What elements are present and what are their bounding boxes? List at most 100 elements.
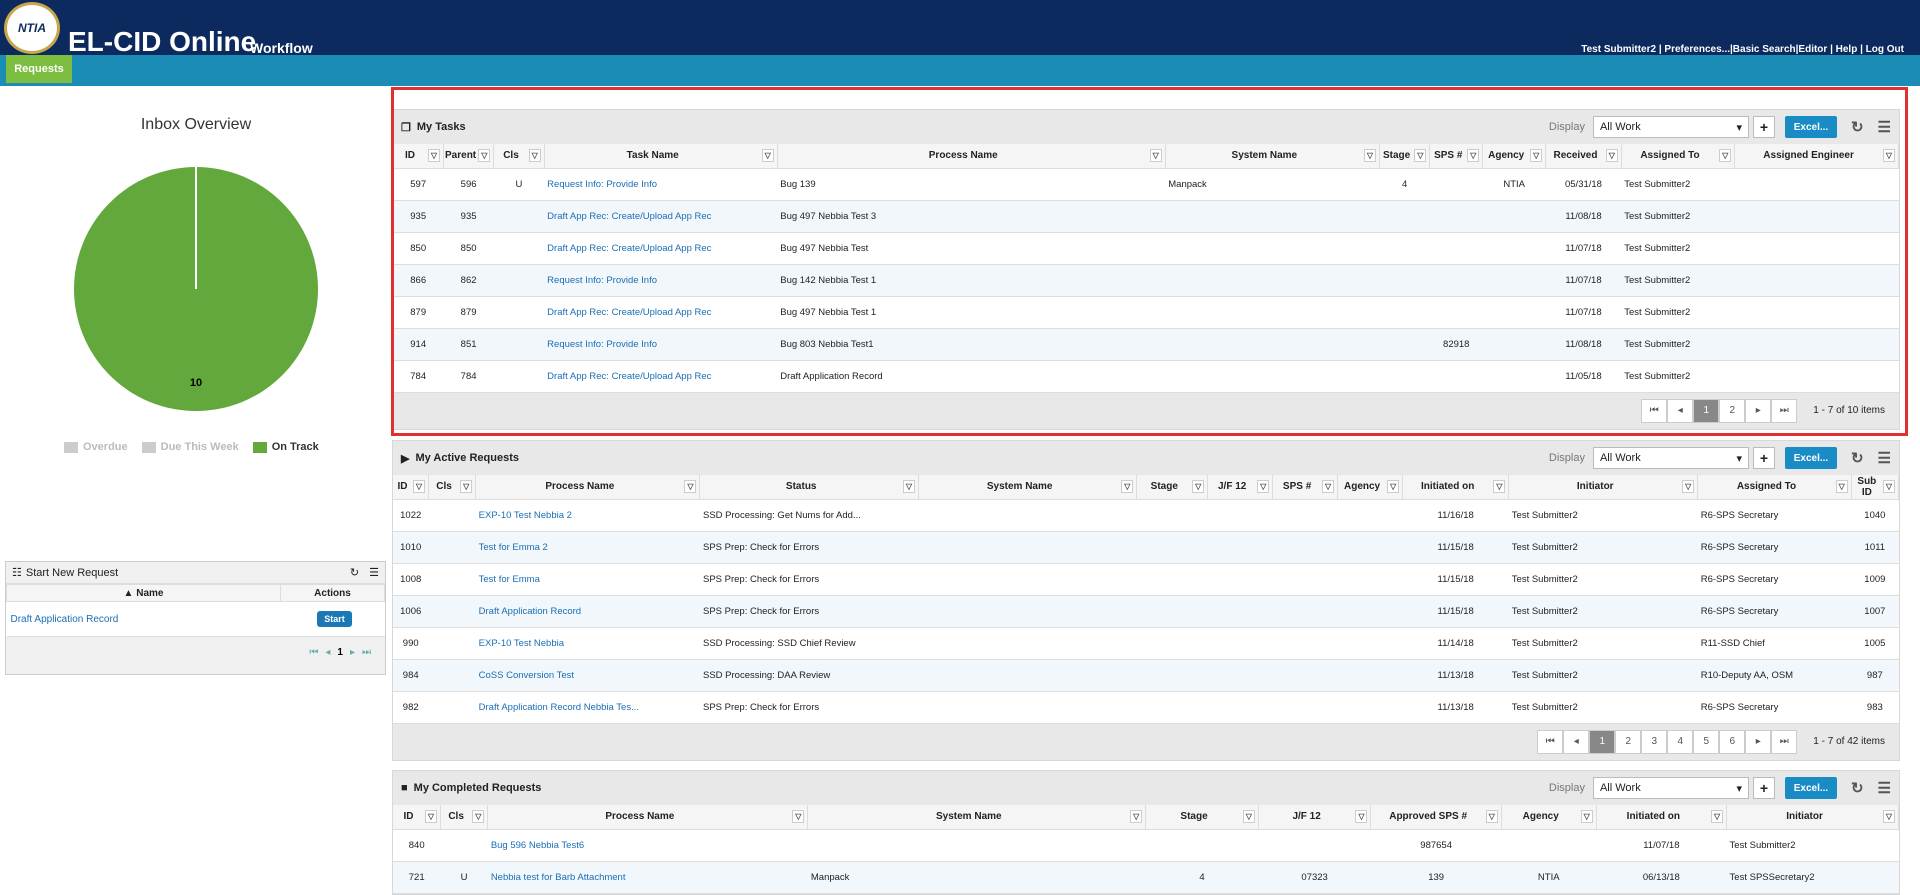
page-button[interactable]: 3 — [1641, 729, 1668, 754]
table-cell[interactable]: CoSS Conversion Test — [475, 659, 700, 692]
refresh-icon[interactable]: ↻ — [349, 567, 360, 579]
col-header[interactable]: Initiated on ▽ — [1596, 805, 1728, 830]
tab-requests[interactable]: Requests — [6, 55, 72, 83]
table-row[interactable]: 914 851 Request Info: Provide Info Bug 803 … — [393, 328, 1899, 361]
table-row[interactable]: 1006 Draft Application Record SPS Prep: Ch… — [393, 595, 1899, 628]
table-row[interactable]: 1008 Test for Emma SPS Prep: Check for Err… — [393, 563, 1899, 596]
table-cell[interactable]: Request Info: Provide Info — [544, 328, 778, 361]
table-row[interactable]: 935 935 Draft App Rec: Create/Upload App R… — [393, 200, 1899, 233]
display-select[interactable]: All Work ▾ — [1592, 447, 1749, 469]
table-cell[interactable]: Draft Application Record — [475, 595, 700, 628]
legend-on-track[interactable]: On Track — [252, 441, 319, 453]
filter-icon[interactable]: ▽ — [761, 149, 774, 162]
col-header[interactable]: Cls ▽ — [440, 805, 489, 830]
table-cell[interactable]: Draft App Rec: Create/Upload App Rec — [544, 232, 778, 265]
filter-icon[interactable]: ▽ — [902, 480, 915, 493]
col-header[interactable]: Cls ▽ — [428, 475, 477, 500]
table-row[interactable]: 984 CoSS Conversion Test SSD Processing: D… — [393, 659, 1899, 692]
refresh-icon[interactable]: ↻ — [1850, 450, 1864, 467]
col-header[interactable]: System Name ▽ — [918, 475, 1138, 500]
filter-icon[interactable]: ▽ — [1467, 149, 1480, 162]
filter-icon[interactable]: ▽ — [1530, 149, 1543, 162]
start-button[interactable]: Start — [317, 611, 352, 627]
table-cell[interactable]: Test for Emma 2 — [475, 531, 700, 564]
filter-icon[interactable]: ▽ — [460, 480, 473, 493]
filter-icon[interactable]: ▽ — [1682, 480, 1695, 493]
col-header[interactable]: Agency ▽ — [1501, 805, 1597, 830]
col-header[interactable]: Approved SPS # ▽ — [1370, 805, 1502, 830]
filter-icon[interactable]: ▽ — [1387, 480, 1400, 493]
table-row[interactable]: 597 596 U Request Info: Provide Info Bug 139… — [393, 168, 1899, 201]
filter-icon[interactable]: ▽ — [1257, 480, 1270, 493]
next-page-icon[interactable]: ▸ — [1745, 729, 1772, 754]
page-button[interactable]: 5 — [1693, 729, 1720, 754]
table-cell[interactable]: Draft App Rec: Create/Upload App Rec — [544, 296, 778, 329]
filter-icon[interactable]: ▽ — [1835, 480, 1848, 493]
table-row[interactable]: 879 879 Draft App Rec: Create/Upload App R… — [393, 296, 1899, 329]
table-row[interactable]: 1010 Test for Emma 2 SPS Prep: Check for E… — [393, 531, 1899, 564]
menu-icon[interactable]: ☰ — [1877, 119, 1891, 136]
last-page-icon[interactable]: ⏭ — [1771, 398, 1798, 423]
col-header[interactable]: Sub ID ▽ — [1851, 475, 1900, 500]
filter-icon[interactable]: ▽ — [1355, 810, 1368, 823]
next-page-icon[interactable]: ▸ — [349, 646, 355, 658]
table-row[interactable]: 1022 EXP-10 Test Nebbia 2 SSD Processing: … — [393, 499, 1899, 532]
col-header[interactable]: System Name ▽ — [1165, 144, 1380, 169]
filter-icon[interactable]: ▽ — [1883, 149, 1895, 162]
refresh-icon[interactable]: ↻ — [1850, 119, 1864, 136]
col-header[interactable]: Stage ▽ — [1136, 475, 1209, 500]
col-header[interactable]: Cls ▽ — [493, 144, 545, 169]
first-page-icon[interactable]: ⏮ — [1537, 729, 1564, 754]
filter-icon[interactable]: ▽ — [424, 810, 437, 823]
display-select[interactable]: All Work ▾ — [1592, 777, 1749, 799]
col-header[interactable]: Initiator ▽ — [1508, 475, 1699, 500]
prev-page-icon[interactable]: ◂ — [1563, 729, 1590, 754]
request-type-link[interactable]: Draft Application Record — [6, 601, 281, 637]
page-button[interactable]: 6 — [1719, 729, 1746, 754]
col-header[interactable]: Received ▽ — [1545, 144, 1622, 169]
first-page-icon[interactable]: ⏮ — [309, 646, 319, 658]
col-header[interactable]: J/F 12 ▽ — [1258, 805, 1372, 830]
table-cell[interactable]: Request Info: Provide Info — [544, 168, 778, 201]
filter-icon[interactable]: ▽ — [684, 480, 697, 493]
filter-icon[interactable]: ▽ — [528, 149, 541, 162]
col-header[interactable]: Initiator ▽ — [1726, 805, 1899, 830]
col-header[interactable]: Stage ▽ — [1379, 144, 1431, 169]
filter-icon[interactable]: ▽ — [1192, 480, 1205, 493]
col-header[interactable]: System Name ▽ — [807, 805, 1147, 830]
filter-icon[interactable]: ▽ — [792, 810, 805, 823]
filter-icon[interactable]: ▽ — [1719, 149, 1732, 162]
table-cell[interactable]: Draft App Rec: Create/Upload App Rec — [544, 200, 778, 233]
col-header[interactable]: ID ▽ — [393, 144, 444, 169]
col-header[interactable]: Assigned To ▽ — [1697, 475, 1852, 500]
filter-icon[interactable]: ▽ — [478, 149, 491, 162]
filter-icon[interactable]: ▽ — [1580, 810, 1593, 823]
col-header[interactable]: Process Name ▽ — [777, 144, 1166, 169]
legend-overdue[interactable]: Overdue — [64, 441, 128, 453]
filter-icon[interactable]: ▽ — [1493, 480, 1506, 493]
filter-icon[interactable]: ▽ — [1322, 480, 1335, 493]
table-cell[interactable]: Draft App Rec: Create/Upload App Rec — [544, 360, 778, 393]
filter-icon[interactable]: ▽ — [1883, 810, 1895, 823]
filter-icon[interactable]: ▽ — [1711, 810, 1724, 823]
filter-icon[interactable]: ▽ — [1130, 810, 1143, 823]
col-header[interactable]: Initiated on ▽ — [1402, 475, 1510, 500]
next-page-icon[interactable]: ▸ — [1745, 398, 1772, 423]
col-header[interactable]: Assigned To ▽ — [1621, 144, 1736, 169]
excel-button[interactable]: Excel... — [1784, 447, 1837, 469]
table-cell[interactable]: EXP-10 Test Nebbia — [475, 627, 700, 660]
table-cell[interactable]: Draft Application Record Nebbia Tes... — [475, 691, 700, 724]
table-row[interactable]: 850 850 Draft App Rec: Create/Upload App R… — [393, 232, 1899, 265]
last-page-icon[interactable]: ⏭ — [362, 646, 371, 658]
page-button[interactable]: 1 — [1693, 398, 1720, 423]
col-header[interactable]: ID ▽ — [393, 805, 441, 830]
page-button[interactable]: 2 — [1615, 729, 1642, 754]
table-row[interactable]: 840 Bug 596 Nebbia Test6 987654 11/07/18 Tes… — [393, 829, 1899, 862]
user-links[interactable]: Test Submitter2 | Preferences...|Basic S… — [1581, 44, 1904, 55]
page-number[interactable]: 1 — [337, 646, 343, 658]
col-header[interactable]: Agency ▽ — [1482, 144, 1547, 169]
filter-icon[interactable]: ▽ — [1363, 149, 1376, 162]
add-button[interactable]: + — [1752, 447, 1775, 469]
table-cell[interactable]: Nebbia test for Barb Attachment — [487, 861, 808, 894]
col-header[interactable]: Task Name ▽ — [544, 144, 778, 169]
